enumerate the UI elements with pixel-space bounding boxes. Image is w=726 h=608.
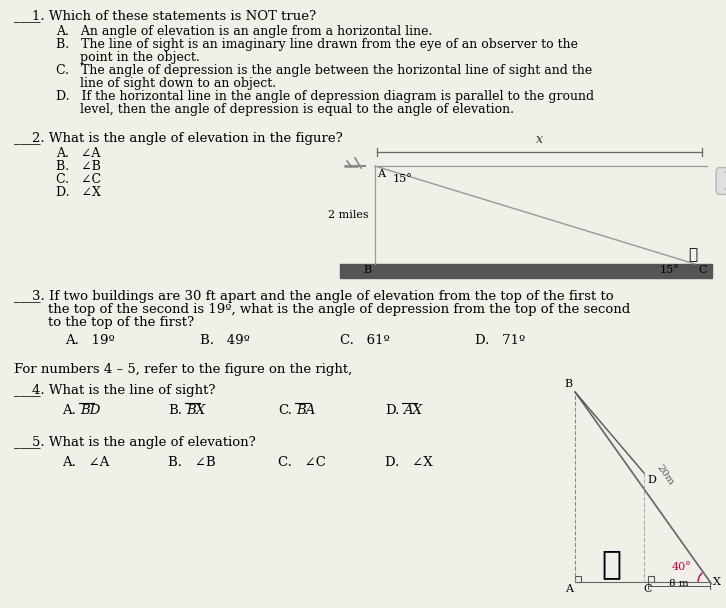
Text: to the top of the first?: to the top of the first? <box>48 316 194 329</box>
Text: B.: B. <box>168 404 182 417</box>
Text: D: D <box>647 475 656 485</box>
Text: ____: ____ <box>14 384 41 397</box>
Text: 40°: 40° <box>672 562 692 572</box>
Text: B: B <box>364 265 372 275</box>
Text: D.   ∠X: D. ∠X <box>56 186 101 199</box>
Text: B: B <box>565 379 573 389</box>
Text: D.   If the horizontal line in the angle of depression diagram is parallel to th: D. If the horizontal line in the angle o… <box>56 90 594 103</box>
Text: A: A <box>565 584 573 594</box>
Text: For numbers 4 – 5, refer to the figure on the right,: For numbers 4 – 5, refer to the figure o… <box>14 363 352 376</box>
Text: BA: BA <box>296 404 315 417</box>
Text: X: X <box>713 577 721 587</box>
Text: the top of the second is 19º, what is the angle of depression from the top of th: the top of the second is 19º, what is th… <box>48 303 630 316</box>
Text: BX: BX <box>186 404 205 417</box>
Text: B.   The line of sight is an imaginary line drawn from the eye of an observer to: B. The line of sight is an imaginary lin… <box>56 38 578 51</box>
Text: line of sight down to an object.: line of sight down to an object. <box>56 77 276 90</box>
Text: B.   49º: B. 49º <box>200 334 250 347</box>
Text: C.   ∠C: C. ∠C <box>56 173 101 186</box>
Text: BD: BD <box>80 404 100 417</box>
Text: 4. What is the line of sight?: 4. What is the line of sight? <box>32 384 216 397</box>
Text: A.   19º: A. 19º <box>65 334 115 347</box>
Text: 3. If two buildings are 30 ft apart and the angle of elevation from the top of t: 3. If two buildings are 30 ft apart and … <box>32 290 613 303</box>
Text: C.   61º: C. 61º <box>340 334 390 347</box>
Text: ❯: ❯ <box>720 171 726 190</box>
Text: ____: ____ <box>14 436 41 449</box>
Text: 20m: 20m <box>655 463 675 487</box>
Text: C: C <box>698 265 706 275</box>
Text: B.   ∠B: B. ∠B <box>56 160 101 173</box>
Text: 15°: 15° <box>660 265 680 275</box>
Bar <box>575 576 581 582</box>
Text: D.: D. <box>385 404 399 417</box>
Text: C.   The angle of depression is the angle between the horizontal line of sight a: C. The angle of depression is the angle … <box>56 64 592 77</box>
Text: level, then the angle of depression is equal to the angle of elevation.: level, then the angle of depression is e… <box>56 103 514 116</box>
Text: 5. What is the angle of elevation?: 5. What is the angle of elevation? <box>32 436 256 449</box>
Text: A: A <box>377 169 385 179</box>
Text: B.   ∠B: B. ∠B <box>168 456 216 469</box>
Text: A.   ∠A: A. ∠A <box>56 147 100 160</box>
Text: ____: ____ <box>14 132 41 145</box>
Text: 1. Which of these statements is NOT true?: 1. Which of these statements is NOT true… <box>32 10 316 23</box>
Text: 🌲: 🌲 <box>602 547 621 580</box>
Text: D.   ∠X: D. ∠X <box>385 456 433 469</box>
Text: point in the object.: point in the object. <box>56 51 200 64</box>
Text: 2 miles: 2 miles <box>328 210 369 220</box>
Text: C.: C. <box>278 404 292 417</box>
Text: 8 m: 8 m <box>669 579 689 588</box>
Text: C: C <box>644 584 652 594</box>
Text: A.   An angle of elevation is an angle from a horizontal line.: A. An angle of elevation is an angle fro… <box>56 25 433 38</box>
Bar <box>340 264 712 278</box>
Text: A.   ∠A: A. ∠A <box>62 456 110 469</box>
Text: AX: AX <box>403 404 422 417</box>
Text: 15°: 15° <box>393 174 413 184</box>
Bar <box>648 576 654 582</box>
Text: ____: ____ <box>14 10 41 23</box>
Text: ____: ____ <box>14 290 41 303</box>
Text: x: x <box>536 133 543 146</box>
Text: D.   71º: D. 71º <box>475 334 525 347</box>
Text: 🌳: 🌳 <box>688 247 698 262</box>
Text: A.: A. <box>62 404 76 417</box>
Text: 2. What is the angle of elevation in the figure?: 2. What is the angle of elevation in the… <box>32 132 343 145</box>
Text: C.   ∠C: C. ∠C <box>278 456 326 469</box>
